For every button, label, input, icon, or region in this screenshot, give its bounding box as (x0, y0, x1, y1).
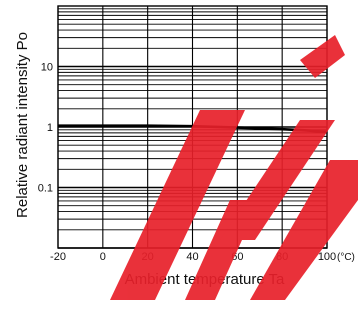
y-tick-label: 0.1 (38, 183, 53, 195)
x-tick-label: -20 (50, 251, 66, 263)
x-tick-label: 100 (318, 251, 336, 263)
y-tick-label: 10 (41, 62, 53, 74)
x-tick-label: 0 (100, 251, 106, 263)
x-unit-label: (°C) (337, 252, 355, 263)
y-tick-labels: 0.1 1 10 (38, 62, 53, 195)
x-tick-label: 40 (186, 251, 198, 263)
y-axis-title: Relative radiant intensity Po (14, 32, 31, 218)
y-tick-label: 1 (47, 122, 53, 134)
watermark-stroke-5 (300, 35, 345, 78)
